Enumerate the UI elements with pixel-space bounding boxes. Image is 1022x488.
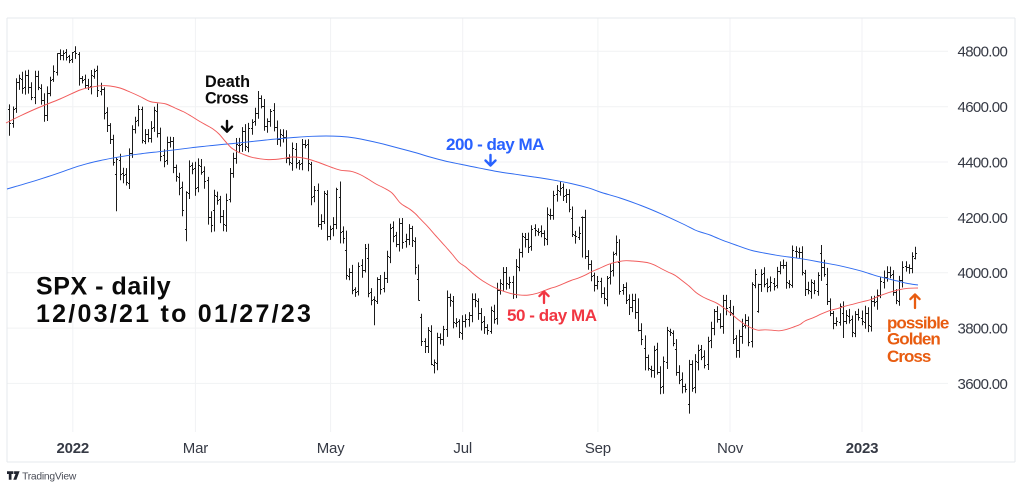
svg-text:2023: 2023	[846, 440, 879, 457]
svg-text:May: May	[317, 440, 345, 457]
svg-text:Mar: Mar	[183, 440, 208, 457]
svg-text:2022: 2022	[57, 440, 90, 457]
svg-text:4800.00: 4800.00	[958, 44, 1008, 61]
svg-text:12/03/21 to 01/27/23: 12/03/21 to 01/27/23	[36, 300, 313, 328]
svg-text:4200.00: 4200.00	[958, 210, 1008, 227]
svg-text:4000.00: 4000.00	[958, 265, 1008, 282]
svg-text:possible: possible	[887, 313, 949, 332]
svg-text:Jul: Jul	[453, 440, 472, 457]
svg-text:Death: Death	[205, 73, 250, 91]
svg-text:3800.00: 3800.00	[958, 321, 1008, 338]
svg-text:Cross: Cross	[205, 89, 249, 107]
svg-text:4400.00: 4400.00	[958, 154, 1008, 171]
svg-text:SPX - daily: SPX - daily	[36, 273, 171, 301]
svg-text:50 - day MA: 50 - day MA	[507, 306, 597, 325]
svg-text:Golden: Golden	[887, 330, 940, 349]
svg-text:200 - day MA: 200 - day MA	[446, 135, 544, 154]
svg-text:Cross: Cross	[887, 347, 931, 366]
svg-text:3600.00: 3600.00	[958, 376, 1008, 393]
svg-text:Sep: Sep	[585, 440, 611, 457]
svg-text:Nov: Nov	[717, 440, 744, 457]
svg-text:TradingView: TradingView	[22, 472, 77, 483]
svg-text:4600.00: 4600.00	[958, 99, 1008, 116]
